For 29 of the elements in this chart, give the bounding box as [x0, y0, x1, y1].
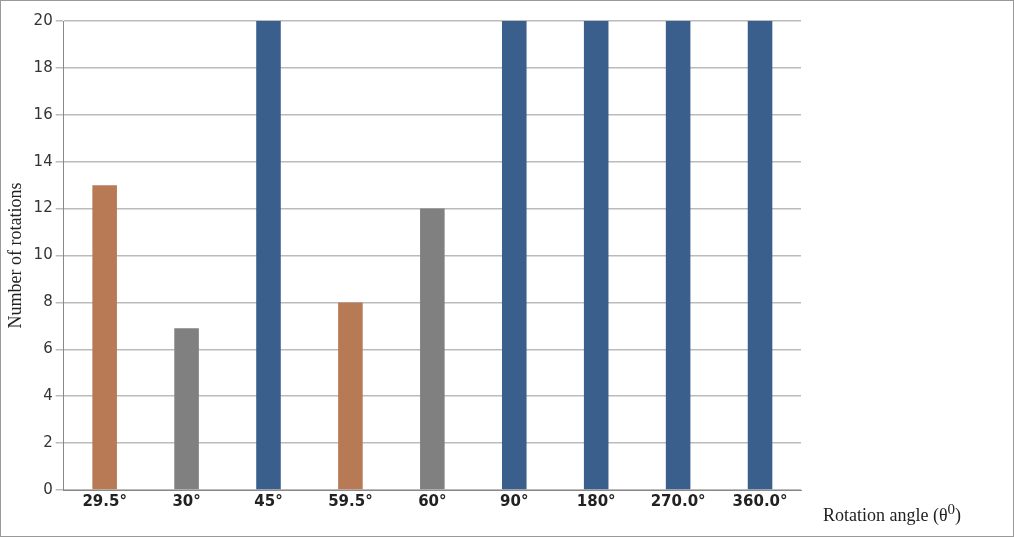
y-tick-label: 0 — [43, 479, 53, 498]
y-axis-title: Number of rotations — [4, 182, 25, 329]
bar — [338, 302, 363, 490]
y-tick-label: 16 — [33, 104, 53, 123]
x-tick-label: 360.0° — [732, 491, 788, 510]
x-tick-label: 60° — [418, 491, 447, 510]
bar — [747, 21, 773, 490]
x-axis-title: Rotation angle (θ$^{0}$) — [823, 501, 962, 526]
y-tick-label: 8 — [43, 292, 53, 311]
bar — [583, 21, 609, 490]
bar — [256, 21, 281, 490]
bar — [665, 21, 691, 490]
y-tick-label: 12 — [33, 198, 53, 217]
y-tick-label: 10 — [33, 245, 53, 264]
x-tick-label: 180° — [576, 491, 616, 510]
bar — [92, 185, 117, 490]
y-tick-label: 20 — [33, 10, 53, 29]
x-tick-label: 30° — [172, 491, 201, 510]
x-tick-label: 45° — [254, 491, 283, 510]
x-tick-label: 59.5° — [328, 491, 373, 510]
x-tick-label: 270.0° — [650, 491, 706, 510]
y-tick-label: 6 — [43, 339, 53, 358]
y-tick-label: 18 — [33, 57, 53, 76]
x-tick-label: 90° — [500, 491, 529, 510]
bar — [501, 21, 527, 490]
y-tick-label: 14 — [33, 151, 53, 170]
y-tick-label: 4 — [43, 386, 53, 405]
y-tick-label: 2 — [43, 432, 53, 451]
x-tick-label: 29.5° — [82, 491, 127, 510]
